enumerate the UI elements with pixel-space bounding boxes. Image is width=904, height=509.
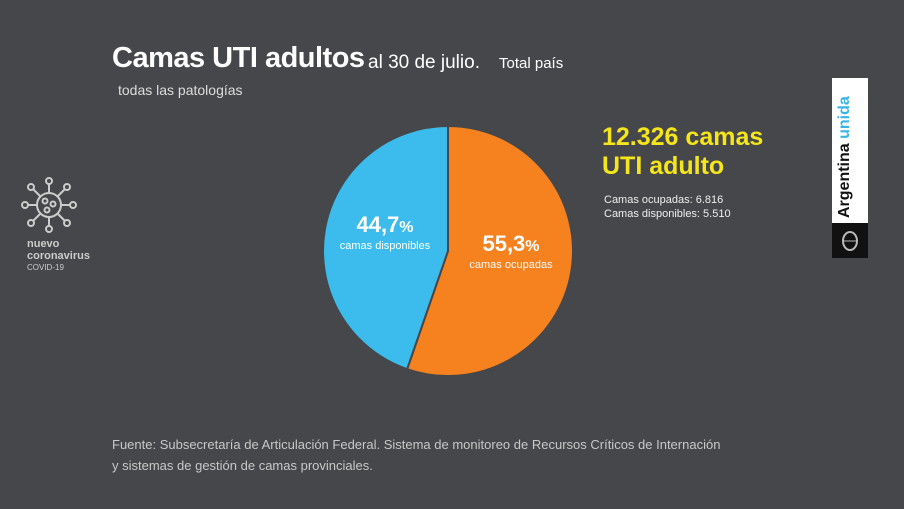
available-count: Camas disponibles: 5.510 (604, 208, 731, 220)
page-title: Camas UTI adultos (112, 42, 365, 74)
covid-line-2: coronavirus (27, 250, 90, 262)
coat-of-arms-icon (832, 223, 868, 258)
pct-available: 44,7% (356, 212, 414, 237)
covid-line-3: COVID-19 (27, 263, 64, 272)
pie-slice-available (322, 124, 449, 371)
subtitle: todas las patologías (118, 82, 243, 98)
logo-word-1: Argentina (836, 143, 853, 218)
virus-icon (21, 177, 77, 233)
logo-word-2: unida (836, 96, 853, 139)
label-occupied: camas ocupadas (469, 259, 553, 271)
total-beds: 12.326 camas (602, 123, 764, 151)
pct-occupied: 55,3% (482, 231, 540, 256)
date-label: al 30 de julio. (368, 52, 480, 73)
covid-logo-text: nuevo coronavirus COVID-19 (27, 238, 90, 274)
source-line-2: y sistemas de gestión de camas provincia… (112, 458, 373, 473)
source-line-1: Fuente: Subsecretaría de Articulación Fe… (112, 437, 721, 452)
label-available: camas disponibles (339, 240, 431, 252)
occupied-count: Camas ocupadas: 6.816 (604, 194, 724, 206)
total-beds-unit: UTI adulto (602, 152, 725, 180)
covid-line-1: nuevo (27, 238, 60, 250)
argentina-unida-logo: Argentina unida (832, 78, 868, 258)
scope-label: Total país (499, 55, 564, 72)
